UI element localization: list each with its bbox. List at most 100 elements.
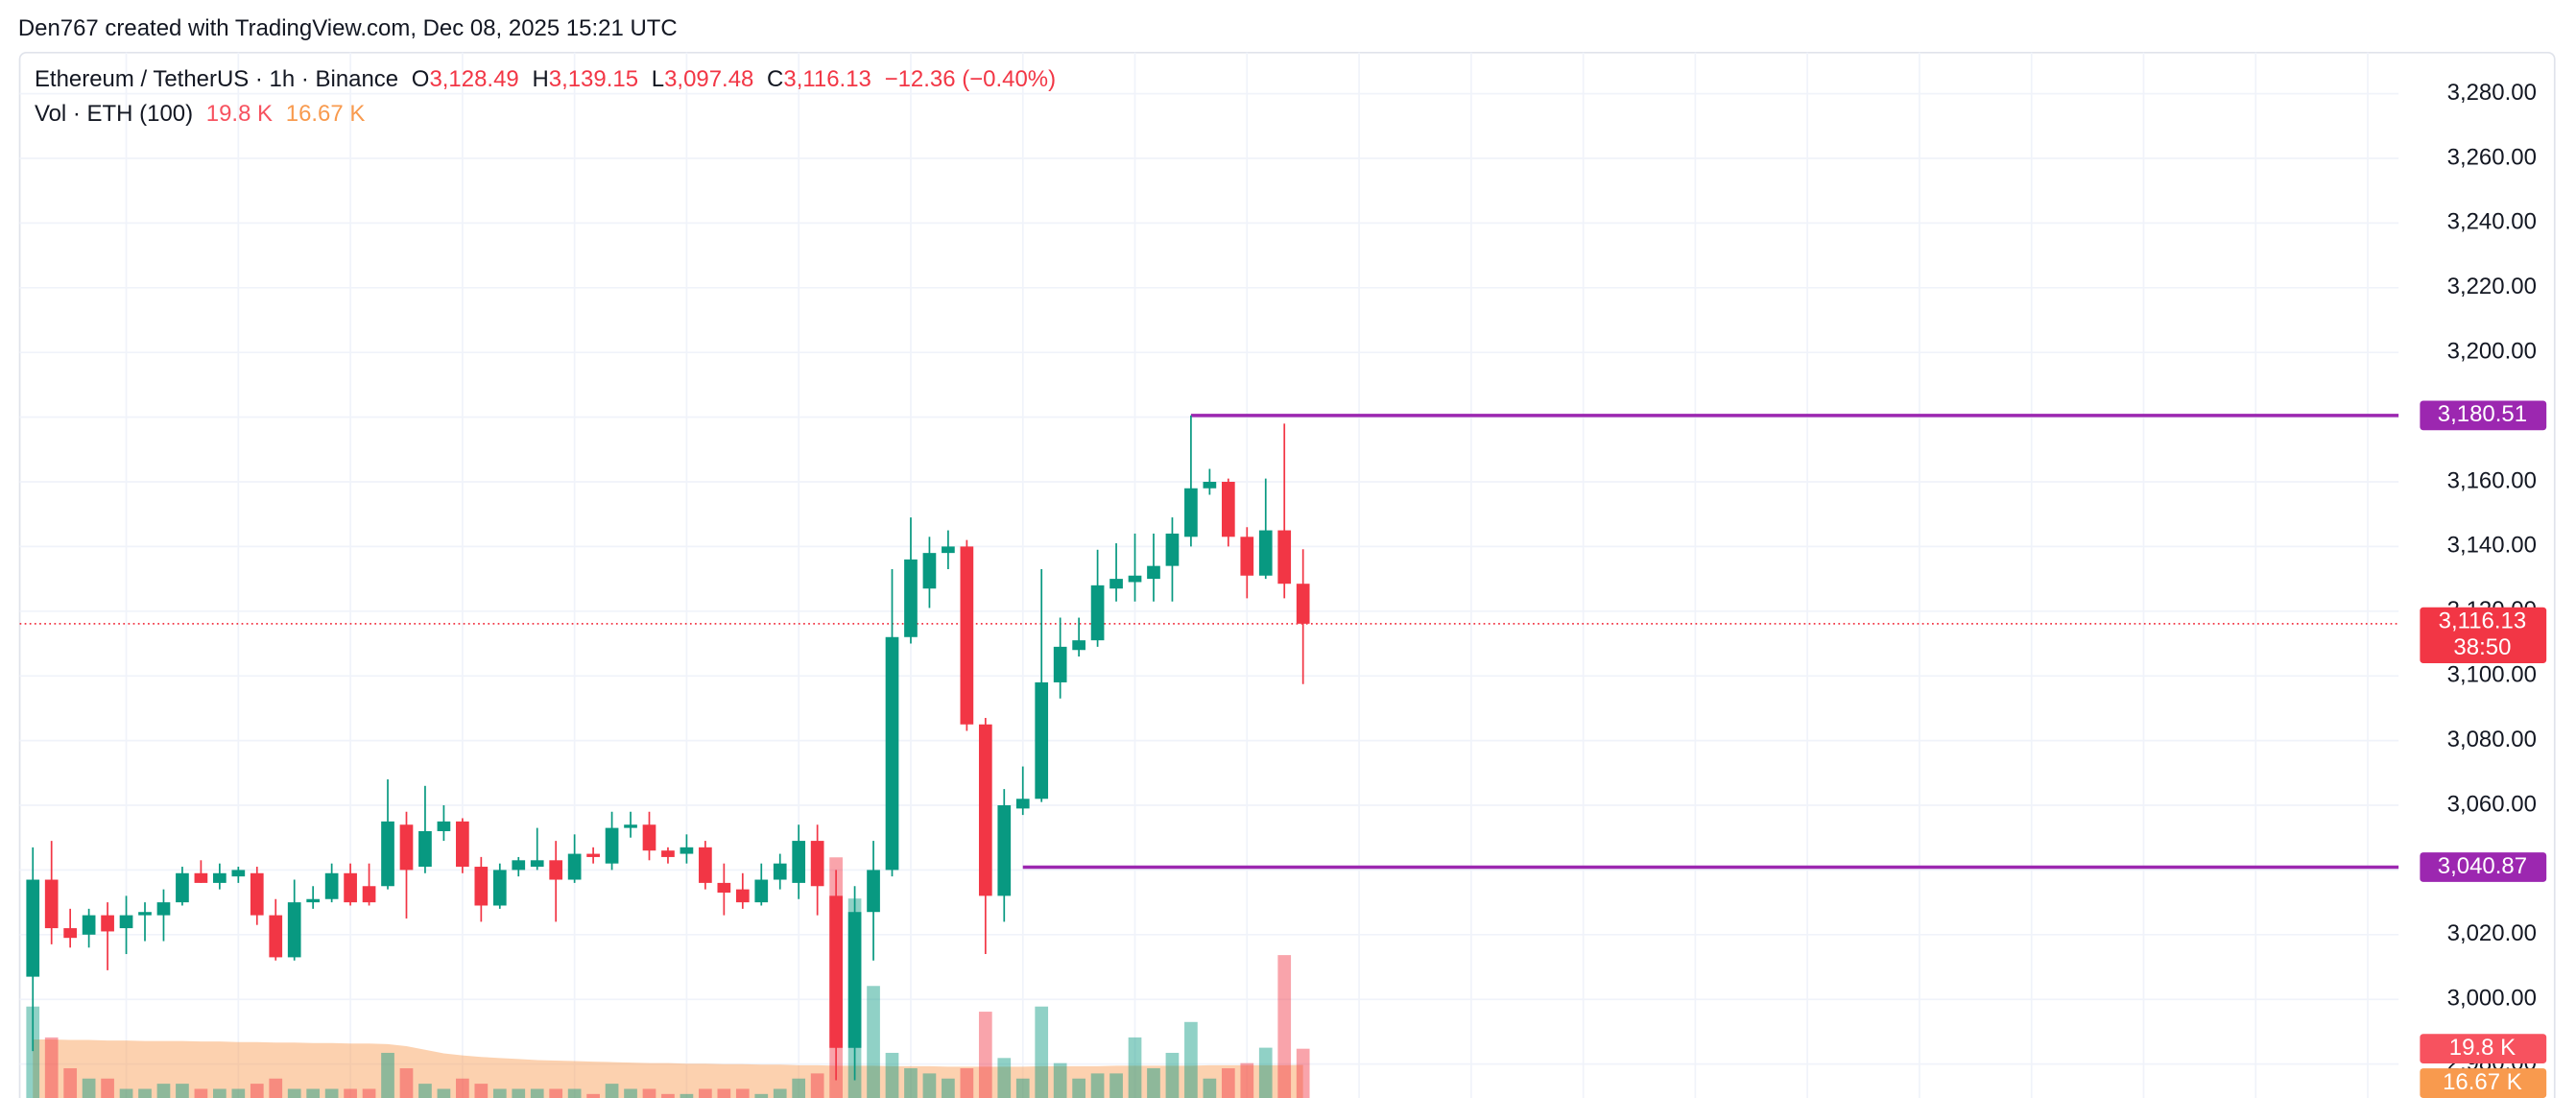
volume-bar — [1165, 1052, 1180, 1098]
volume-bar — [549, 1088, 563, 1098]
y-tick-label: 3,260.00 — [2447, 144, 2537, 170]
y-tick-label: 3,100.00 — [2447, 662, 2537, 688]
volume-bar — [399, 1068, 414, 1098]
candle-body — [605, 827, 619, 864]
candle-body — [344, 872, 357, 903]
candle-body — [492, 870, 507, 906]
volume-bar — [156, 1084, 171, 1098]
candle-body — [306, 898, 321, 903]
candle-body — [847, 912, 862, 1048]
y-tick-label: 3,140.00 — [2447, 533, 2537, 559]
y-tick-label: 3,160.00 — [2447, 467, 2537, 493]
legend-text: 3,139.15 — [549, 66, 638, 92]
volume-label-text: 19.8 K — [2449, 1035, 2516, 1061]
volume-bar — [1072, 1078, 1085, 1098]
volume-bar — [1015, 1078, 1030, 1098]
legend-text: Vol · ETH (100) — [35, 101, 193, 127]
candle-body — [1258, 530, 1273, 576]
candle-body — [26, 879, 40, 977]
candle-body — [699, 847, 712, 883]
candle-body — [456, 821, 469, 868]
volume-bar — [773, 1088, 787, 1098]
candle-body — [904, 559, 918, 637]
candle-body — [624, 824, 637, 828]
volume-bar — [1090, 1073, 1105, 1098]
volume-bar — [567, 1088, 582, 1098]
candle-body — [1072, 640, 1085, 651]
candle-body — [530, 860, 544, 868]
volume-bar — [978, 1012, 992, 1098]
candle-body — [773, 863, 787, 880]
volume-bar — [344, 1088, 357, 1098]
candle-body — [512, 860, 526, 871]
candle-body — [82, 915, 96, 935]
volume-bar — [119, 1088, 133, 1098]
candle-body — [474, 867, 489, 906]
candle-body — [867, 870, 880, 913]
candle-body — [1277, 530, 1292, 585]
volume-bar — [138, 1088, 152, 1098]
volume-bar — [661, 1093, 675, 1098]
candle-body — [1053, 646, 1067, 682]
volume-label-box — [2420, 1034, 2547, 1064]
volume-bar — [1240, 1062, 1254, 1098]
volume-bar — [586, 1093, 600, 1098]
volume-bar — [250, 1084, 264, 1098]
y-tick-label: 3,280.00 — [2447, 80, 2537, 106]
volume-bar — [1277, 955, 1292, 1098]
candle-body — [942, 546, 955, 554]
candle-body — [1221, 482, 1235, 537]
volume-bar — [306, 1088, 321, 1098]
volume-bar — [269, 1078, 283, 1098]
candle-body — [101, 915, 114, 932]
volume-bar — [176, 1084, 189, 1098]
y-tick-label: 3,200.00 — [2447, 339, 2537, 365]
volume-bar — [699, 1088, 712, 1098]
candle-body — [586, 853, 600, 857]
legend-text: 3,116.13 — [783, 66, 871, 92]
volume-bar — [1203, 1078, 1217, 1098]
volume-bar — [624, 1088, 637, 1098]
volume-ma-area — [33, 1039, 1303, 1098]
candle-body — [792, 841, 806, 883]
volume-bar — [1184, 1021, 1198, 1098]
candle-body — [829, 895, 843, 1048]
legend-text: 3,097.48 — [664, 66, 753, 92]
volume-bar — [754, 1093, 769, 1098]
volume-bar — [324, 1088, 339, 1098]
volume-bar — [1221, 1068, 1235, 1098]
volume-ma-label-text: 16.67 K — [2443, 1069, 2522, 1095]
volume-bar — [474, 1084, 489, 1098]
candle-body — [922, 553, 937, 589]
legend-text: 16.67 K — [286, 101, 366, 127]
volume-bar — [960, 1068, 974, 1098]
candle-body — [1296, 584, 1310, 624]
volume-bar — [792, 1078, 806, 1098]
volume-bar — [885, 1052, 899, 1098]
candle-body — [1109, 579, 1123, 589]
volume-bar — [512, 1088, 526, 1098]
volume-bar — [642, 1088, 656, 1098]
candle-body — [269, 915, 283, 958]
y-tick-label: 3,060.00 — [2447, 791, 2537, 817]
volume-bar — [810, 1073, 824, 1098]
candle-body — [997, 805, 1012, 896]
volume-bar — [1128, 1037, 1142, 1098]
volume-bar — [44, 1037, 59, 1098]
level-label-text: 3,040.87 — [2438, 853, 2527, 879]
candle-body — [549, 860, 563, 880]
volume-bar — [82, 1078, 96, 1098]
legend-text: Ethereum / TetherUS · 1h · Binance — [35, 66, 398, 92]
price-label-text: 3,116.13 — [2439, 608, 2527, 633]
y-tick-label: 3,220.00 — [2447, 274, 2537, 299]
candle-body — [194, 872, 208, 883]
volume-bar — [418, 1084, 432, 1098]
candle-body — [960, 546, 974, 725]
price-label-text: 38:50 — [2453, 634, 2511, 660]
candle-body — [1015, 799, 1030, 809]
legend-text: 19.8 K — [206, 101, 273, 127]
volume-bar — [942, 1078, 955, 1098]
candle-body — [138, 912, 152, 916]
